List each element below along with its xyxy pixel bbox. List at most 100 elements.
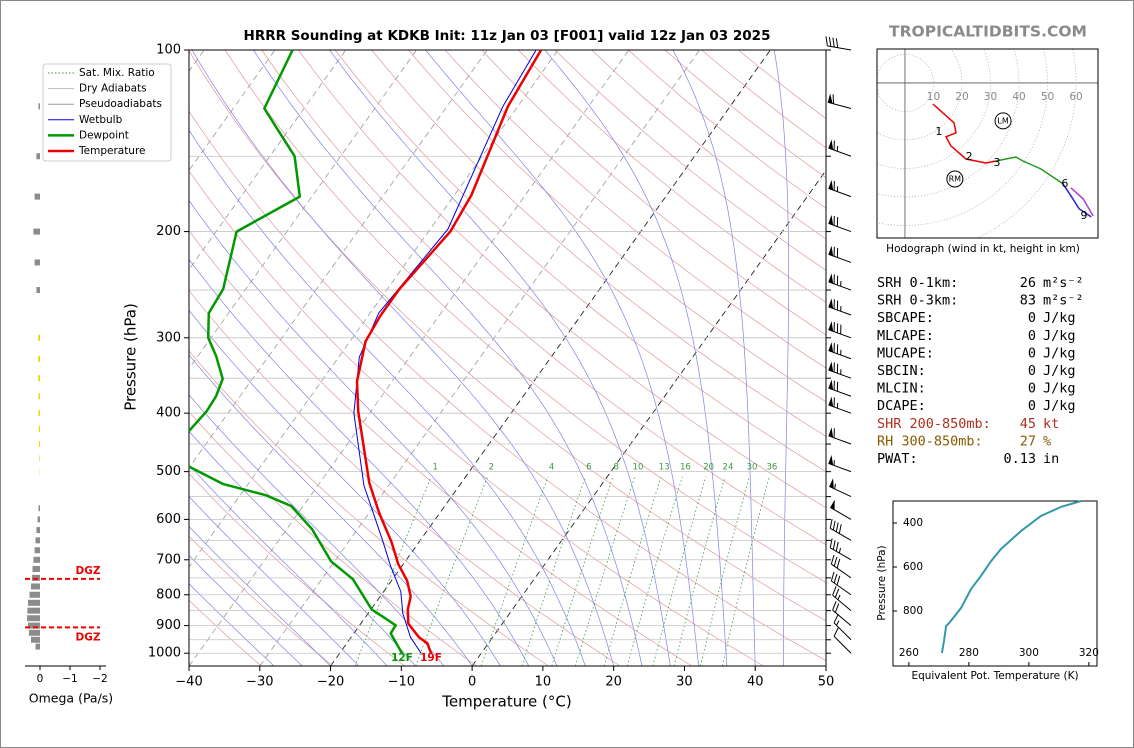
wind-barb [830, 571, 852, 596]
mixing-ratio-label: 20 [703, 462, 714, 472]
reference-lines [189, 50, 826, 666]
mixing-ratio-label: 1 [433, 462, 438, 472]
barb-feather [834, 603, 840, 613]
wind-barb [828, 139, 852, 157]
dry-adiabat [189, 290, 621, 666]
param-label: SBCIN: [877, 363, 926, 379]
barb-staff [828, 187, 852, 198]
hodo-tick-label: 20 [955, 91, 968, 103]
param-unit: kt [1043, 416, 1059, 432]
hodo-tick-label: 60 [1069, 91, 1082, 103]
param-unit: m²s⁻² [1043, 275, 1084, 291]
barb-staff [827, 45, 852, 51]
param-value: 83 [1020, 293, 1036, 309]
wind-barb [825, 36, 852, 51]
omega-bar [31, 636, 40, 643]
hodograph-caption: Hodograph (wind in kt, height in km) [886, 243, 1080, 255]
barb-pennant [828, 361, 834, 372]
omega-bar [38, 393, 40, 400]
mixing-ratio-label: 6 [586, 462, 591, 472]
dry-adiabat [189, 230, 693, 666]
barb-feather [835, 541, 839, 552]
wind-barb [829, 518, 852, 541]
pseudoadiabat [189, 554, 303, 666]
watermark: TROPICALTIDBITS.COM [889, 23, 1087, 41]
barb-feather [833, 556, 838, 567]
omega-bar [36, 287, 40, 294]
barb-feather [825, 36, 828, 46]
omega-bar [35, 643, 40, 650]
highlighted-isotherm [471, 169, 826, 666]
pseudoadiabat [189, 129, 586, 666]
param-label: SRH 0-3km: [877, 293, 958, 309]
mixing-ratio-line [354, 476, 432, 666]
param-value: 0 [1028, 398, 1036, 414]
barb-pennant [828, 454, 834, 466]
wind-barb [828, 454, 852, 473]
param-value: 0 [1028, 310, 1036, 326]
omega-bar [27, 615, 40, 622]
profile-line [353, 50, 537, 654]
plot-frame [188, 49, 827, 667]
wind-barb [828, 214, 852, 233]
x-tick-label: 0 [468, 675, 476, 690]
y-tick-label: 400 [156, 406, 181, 421]
pseudoadiabat [544, 50, 728, 666]
param-label: SRH 0-1km: [877, 275, 958, 291]
barb-pennant [828, 298, 834, 309]
x-tick-label: 40 [747, 675, 764, 690]
legend: Sat. Mix. Ratio Dry Adiabats Pseudoadiabat… [42, 63, 172, 162]
omega-bar [33, 228, 40, 235]
mixing-ratio-line [673, 476, 726, 666]
storm-motion-marker [946, 170, 964, 188]
hodo-ring [976, 49, 1077, 238]
barb-staff [833, 622, 852, 641]
barb-feather [829, 538, 833, 548]
param-value: 0 [1028, 345, 1036, 361]
barb-feather [836, 575, 841, 586]
barb-feather [828, 36, 832, 47]
pseudoadiabat [253, 50, 643, 666]
param-label: RH 300-850mb: [877, 433, 983, 449]
barb-feather [833, 614, 839, 624]
isotherm [189, 50, 417, 370]
legend-label: Dry Adiabats [79, 83, 147, 95]
omega-bar [31, 574, 40, 581]
wind-barb [828, 361, 852, 379]
mixing-ratio-label: 36 [766, 462, 777, 472]
wind-barb [827, 93, 852, 109]
barb-half [837, 594, 841, 600]
thetae-x-tick-label: 280 [959, 647, 979, 659]
omega-bar [38, 103, 40, 110]
hodo-tick-label: 30 [984, 91, 997, 103]
param-label: DCAPE: [877, 398, 926, 414]
pseudoadiabat [191, 50, 615, 666]
barb-staff [829, 506, 852, 520]
wind-barb [832, 586, 852, 612]
barb-feather [835, 38, 839, 48]
mixing-ratio-label: 4 [549, 462, 554, 472]
mixing-ratio-label: 16 [680, 462, 691, 472]
hodo-ring [877, 49, 1020, 198]
param-unit: J/kg [1043, 345, 1076, 361]
param-value: 27 [1020, 433, 1036, 449]
pseudoadiabat [329, 50, 671, 666]
barb-feather [834, 588, 840, 598]
hodo-trace [1062, 183, 1092, 218]
param-value: 0 [1028, 381, 1036, 397]
x-axis-label: Temperature (°C) [441, 693, 571, 711]
dry-adiabat [189, 599, 262, 666]
param-label: SBCAPE: [877, 310, 934, 326]
dry-adiabat [261, 50, 826, 546]
y-tick-label: 1000 [148, 646, 181, 661]
omega-axis-label: Omega (Pa/s) [29, 691, 113, 706]
wind-barb [828, 321, 852, 339]
barb-staff [829, 527, 852, 541]
param-unit: J/kg [1043, 310, 1076, 326]
mixing-ratio-line [480, 476, 549, 666]
legend-label: Sat. Mix. Ratio [79, 67, 155, 79]
hodo-ring [877, 54, 934, 112]
omega-bar [38, 410, 40, 417]
omega-tick-label: −2 [92, 673, 107, 685]
